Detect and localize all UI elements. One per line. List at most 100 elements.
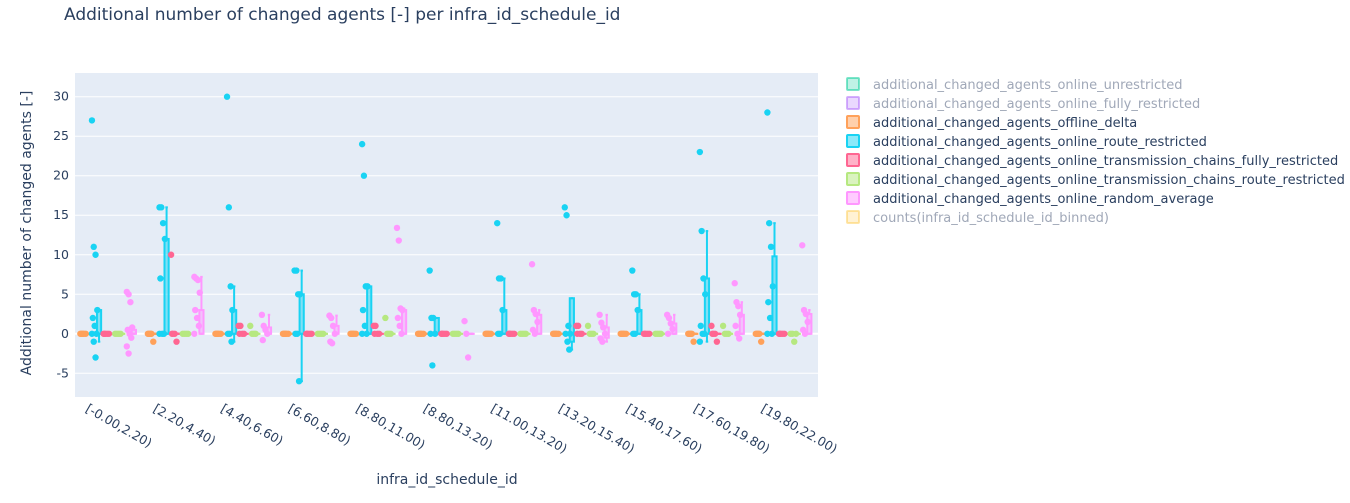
legend-label: additional_changed_agents_online_transmi… bbox=[873, 154, 1338, 169]
box-additional_changed_agents_online_random_average-7 bbox=[596, 311, 610, 345]
legend[interactable]: additional_changed_agents_online_unrestr… bbox=[846, 77, 1345, 226]
data-point bbox=[657, 330, 665, 337]
legend-swatch bbox=[846, 96, 860, 110]
box-additional_changed_agents_online_transmission_chains_route_restricted-10 bbox=[787, 330, 801, 345]
data-point bbox=[768, 330, 776, 337]
legend-label: additional_changed_agents_online_transmi… bbox=[873, 173, 1345, 188]
legend-swatch bbox=[846, 115, 860, 129]
legend-item[interactable]: additional_changed_agents_online_transmi… bbox=[846, 172, 1345, 188]
data-point bbox=[214, 330, 222, 337]
data-point bbox=[191, 330, 198, 337]
box-additional_changed_agents_online_random_average-5 bbox=[461, 317, 475, 361]
box-additional_changed_agents_online_random_average-10 bbox=[799, 242, 813, 337]
y-tick-label: 15 bbox=[53, 207, 69, 222]
data-point bbox=[128, 334, 135, 341]
data-point bbox=[91, 322, 98, 330]
data-point bbox=[667, 320, 674, 327]
legend-label: counts(infra_id_schedule_id_binned) bbox=[873, 211, 1109, 226]
box-additional_changed_agents_online_route_restricted-8 bbox=[629, 267, 643, 337]
legend-item[interactable]: additional_changed_agents_online_transmi… bbox=[846, 153, 1338, 169]
box-additional_changed_agents_online_route_restricted-0 bbox=[88, 117, 103, 361]
data-point bbox=[578, 330, 585, 337]
legend-item[interactable]: additional_changed_agents_online_fully_r… bbox=[846, 96, 1200, 112]
data-point bbox=[697, 322, 704, 330]
data-point bbox=[600, 324, 607, 331]
data-point bbox=[79, 330, 87, 337]
box-additional_changed_agents_online_route_restricted-10 bbox=[764, 109, 778, 337]
legend-swatch bbox=[846, 134, 860, 148]
box-iqr bbox=[163, 237, 170, 335]
data-point bbox=[620, 330, 627, 337]
legend-item[interactable]: counts(infra_id_schedule_id_binned) bbox=[846, 210, 1109, 226]
data-point bbox=[359, 306, 367, 314]
data-point bbox=[252, 330, 259, 337]
data-point bbox=[804, 318, 811, 326]
data-point bbox=[193, 314, 201, 322]
y-tick-labels: -5 0 5 10 15 20 25 30 bbox=[53, 89, 69, 381]
data-point bbox=[766, 314, 774, 322]
box-iqr bbox=[95, 309, 103, 335]
data-point bbox=[561, 204, 568, 211]
data-point bbox=[701, 330, 708, 337]
legend-item[interactable]: additional_changed_agents_online_unrestr… bbox=[846, 77, 1183, 93]
data-point bbox=[375, 330, 383, 337]
data-point bbox=[781, 330, 788, 337]
chart-title: Additional number of changed agents [-] … bbox=[64, 5, 620, 25]
data-point bbox=[117, 330, 124, 337]
data-point bbox=[497, 275, 505, 282]
box-additional_changed_agents_online_transmission_chains_fully_restricted-7 bbox=[573, 322, 587, 337]
legend-item[interactable]: additional_changed_agents_online_route_r… bbox=[846, 134, 1207, 150]
data-point bbox=[92, 354, 99, 361]
data-point bbox=[596, 311, 603, 319]
x-tick-label: [2.20,4.40) bbox=[151, 401, 219, 449]
data-point bbox=[522, 330, 530, 337]
box-additional_changed_agents_online_route_restricted-6 bbox=[494, 219, 508, 337]
data-point bbox=[226, 330, 233, 337]
data-point bbox=[331, 330, 339, 337]
data-point bbox=[767, 243, 775, 251]
data-point bbox=[799, 242, 806, 249]
data-point bbox=[295, 377, 303, 385]
legend-label: additional_changed_agents_online_route_r… bbox=[873, 135, 1207, 150]
legend-swatch bbox=[846, 172, 860, 186]
box-additional_changed_agents_online_random_average-0 bbox=[123, 288, 137, 357]
data-point bbox=[731, 280, 738, 287]
y-tick-label: -5 bbox=[57, 365, 69, 380]
data-point bbox=[719, 322, 727, 330]
data-point bbox=[562, 330, 569, 337]
data-point bbox=[485, 330, 492, 337]
data-point bbox=[395, 237, 402, 244]
x-tick-label: [-0.00,2.20) bbox=[83, 401, 155, 451]
box-additional_changed_agents_online_random_average-3 bbox=[326, 312, 340, 347]
box-additional_changed_agents_offline_delta-3 bbox=[279, 330, 294, 337]
box-additional_changed_agents_online_transmission_chains_fully_restricted-6 bbox=[505, 330, 520, 337]
data-point bbox=[430, 314, 437, 322]
data-point bbox=[192, 306, 199, 314]
box-additional_changed_agents_online_route_restricted-3 bbox=[291, 267, 305, 385]
data-point bbox=[93, 330, 100, 337]
legend-swatch bbox=[846, 153, 860, 167]
data-point bbox=[258, 311, 266, 319]
data-point bbox=[698, 227, 705, 235]
data-point bbox=[696, 148, 704, 156]
legend-label: additional_changed_agents_online_unrestr… bbox=[873, 78, 1183, 93]
series-additional_changed_agents_online_route_restricted bbox=[88, 93, 778, 385]
box-additional_changed_agents_online_random_average-2 bbox=[258, 311, 273, 344]
legend-item[interactable]: additional_changed_agents_offline_delta bbox=[846, 115, 1137, 131]
box-additional_changed_agents_offline_delta-9 bbox=[685, 330, 699, 345]
data-point bbox=[264, 330, 271, 337]
data-point bbox=[528, 261, 536, 268]
data-point bbox=[364, 283, 371, 290]
box-iqr bbox=[198, 309, 205, 335]
data-point bbox=[156, 330, 163, 337]
data-point bbox=[438, 330, 446, 337]
data-point bbox=[293, 267, 300, 274]
data-point bbox=[708, 322, 715, 330]
legend-item[interactable]: additional_changed_agents_online_random_… bbox=[846, 191, 1214, 207]
box-additional_changed_agents_online_route_restricted-2 bbox=[223, 93, 238, 345]
data-point bbox=[125, 350, 132, 357]
y-tick-label: 5 bbox=[61, 286, 69, 301]
data-point bbox=[159, 219, 167, 227]
data-point bbox=[700, 275, 707, 282]
